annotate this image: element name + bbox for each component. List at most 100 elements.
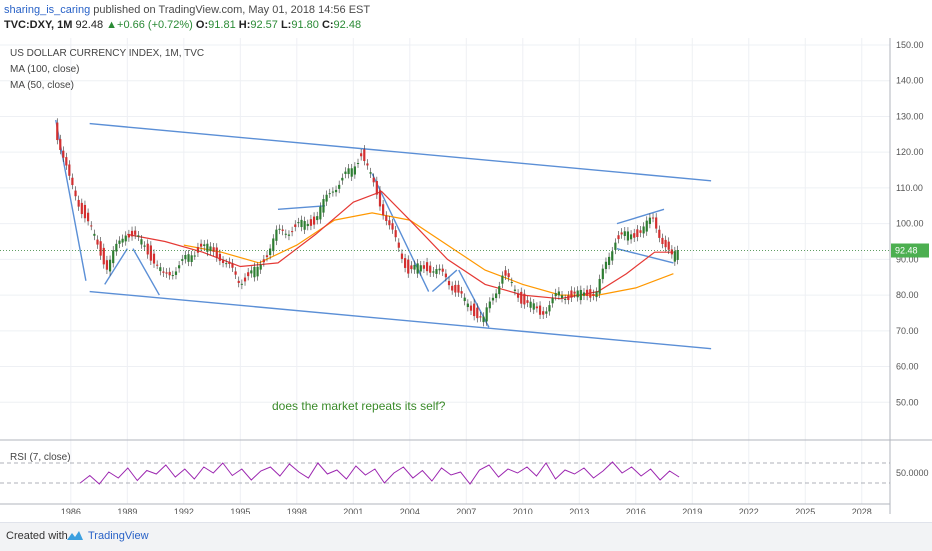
publish-line: sharing_is_caring published on TradingVi… — [4, 4, 370, 16]
chart-svg[interactable]: 150.00 140.00 130.00 120.00 110.00 100.00 90.0… — [0, 38, 932, 517]
candle-body — [391, 223, 394, 230]
candle-body — [457, 284, 460, 293]
candle-body — [108, 259, 112, 272]
candle-body — [629, 234, 633, 240]
chart-area[interactable]: 150.00 140.00 130.00 120.00 110.00 100.00 90.0… — [0, 38, 932, 517]
trendline-arrow-2005 — [431, 269, 458, 293]
candle-body — [334, 189, 338, 193]
candle-body — [385, 215, 388, 221]
candle-body — [403, 258, 407, 268]
candle-body — [140, 239, 143, 245]
candle-body — [416, 263, 419, 274]
candle-body — [560, 295, 564, 299]
candle-body — [579, 289, 582, 301]
candle-body — [382, 204, 385, 216]
candle-body — [670, 249, 673, 255]
tradingview-brand[interactable]: TradingView — [88, 530, 149, 542]
candle-body — [322, 199, 325, 213]
y-tick-label: 130.00 — [896, 111, 924, 121]
candle-body — [570, 290, 573, 298]
candle-body — [253, 266, 256, 278]
trendline-flag-1985 — [277, 205, 326, 211]
candle-body — [319, 206, 322, 220]
candle-body — [595, 291, 598, 298]
candle-body — [309, 219, 313, 226]
candle-body — [676, 250, 679, 260]
candle-body — [592, 293, 595, 296]
candle-body — [265, 255, 269, 258]
y-tick-label: 120.00 — [896, 147, 924, 157]
price-tag: 92.48 — [895, 246, 918, 256]
change-arrow: ▲ — [106, 19, 118, 31]
candle-body — [291, 231, 294, 233]
candle-body — [419, 265, 422, 272]
candle-body — [102, 247, 105, 265]
candle-body — [350, 168, 353, 177]
candle-body — [181, 259, 184, 261]
candle-body — [620, 232, 623, 235]
candle-body — [617, 235, 620, 240]
candle-body — [356, 163, 360, 165]
candle-body — [626, 231, 630, 241]
candle-body — [80, 202, 83, 215]
candle-body — [463, 297, 466, 302]
created-with-text: Created with — [6, 530, 68, 542]
candle-body — [347, 168, 350, 175]
grid — [0, 38, 890, 504]
candle-body — [284, 233, 287, 235]
y-tick-label: 70.00 — [896, 326, 919, 336]
trendline-arrow-3 — [132, 248, 160, 296]
candle-body — [168, 271, 171, 276]
candle-body — [425, 262, 429, 272]
candle-body — [187, 254, 190, 262]
author-link[interactable]: sharing_is_caring — [4, 4, 91, 16]
candle-body — [441, 268, 444, 272]
candle-body — [601, 268, 604, 280]
legend-title: US DOLLAR CURRENCY INDEX, 1M, TVC — [10, 48, 204, 59]
candle-body — [341, 177, 344, 181]
candle-body — [642, 226, 645, 234]
x-tick-label: 2010 — [513, 507, 533, 514]
candle-body — [316, 216, 319, 221]
candle-body — [221, 260, 225, 264]
legend-rsi: RSI (7, close) — [10, 452, 71, 463]
price-tag-bg — [891, 243, 929, 258]
candle-body — [190, 255, 193, 262]
candle-body — [651, 217, 655, 219]
candle-body — [159, 267, 162, 272]
candle-body — [548, 305, 551, 312]
candle-body — [256, 266, 259, 277]
candle-body — [259, 264, 262, 270]
candle-body — [504, 270, 507, 276]
candle-body — [134, 230, 137, 235]
candle-body — [586, 289, 589, 296]
series-line — [183, 212, 674, 296]
x-tick-label: 1998 — [287, 507, 307, 514]
candle-body — [209, 246, 212, 252]
candle-body — [105, 260, 109, 270]
candle-body — [199, 243, 203, 247]
candle-body — [633, 233, 636, 238]
candle-body — [86, 212, 90, 222]
candle-body — [149, 245, 152, 261]
candle-body — [156, 264, 159, 266]
candle-body — [664, 239, 667, 248]
candle-body — [451, 285, 454, 291]
candle-body — [422, 265, 426, 269]
candle-body — [278, 228, 281, 230]
candle-body — [121, 238, 124, 243]
low-value: 91.80 — [291, 19, 319, 31]
candle-body — [582, 292, 586, 296]
candle-body — [485, 307, 488, 322]
candle-body — [196, 247, 200, 253]
last-price: 92.48 — [75, 19, 104, 31]
candle-body — [338, 184, 341, 189]
candle-body — [667, 241, 670, 250]
candle-body — [388, 220, 391, 226]
candle-body — [203, 244, 206, 246]
candle-body — [673, 251, 676, 262]
candle-body — [300, 219, 303, 228]
candle-body — [432, 271, 435, 273]
candle-body — [516, 293, 520, 298]
candle-body — [137, 235, 140, 237]
